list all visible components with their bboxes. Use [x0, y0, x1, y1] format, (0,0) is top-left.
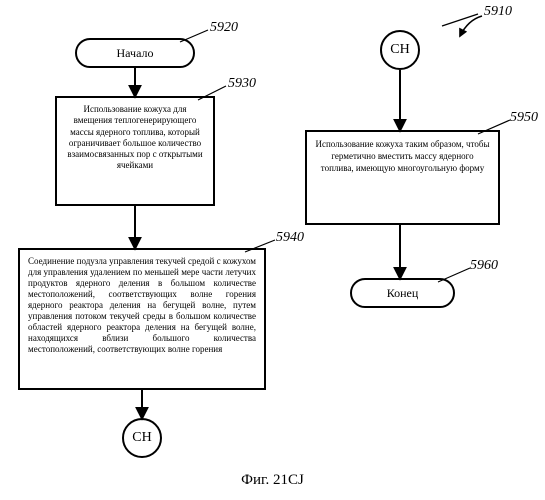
flow-arrows — [0, 0, 545, 500]
figure-caption: Фиг. 21CJ — [0, 472, 545, 489]
